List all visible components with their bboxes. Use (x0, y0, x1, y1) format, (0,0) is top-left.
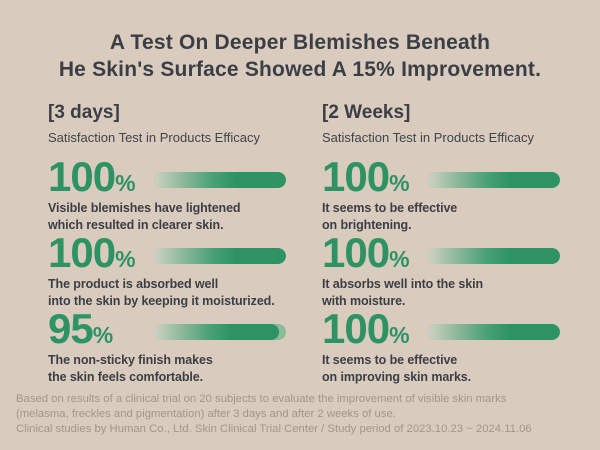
stat-description-line-2: the skin feels comfortable. (48, 370, 203, 384)
column-stats: 100% It seems to be effective on brighte… (322, 156, 576, 386)
title-line-2: He Skin's Surface Showed A 15% Improveme… (58, 58, 542, 81)
stat-header: 100% (48, 232, 302, 277)
stat-unit: % (115, 170, 136, 196)
stat-value: 100% (48, 232, 154, 277)
stat-description-line-2: into the skin by keeping it moisturized. (48, 294, 275, 308)
stat-description: It seems to be effective on improving sk… (322, 352, 576, 386)
stat-description-line-2: which resulted in clearer skin. (48, 218, 224, 232)
stat-progress-bar (428, 248, 560, 264)
stat-row: 100% The product is absorbed well into t… (48, 232, 302, 310)
stat-progress-fill (428, 172, 560, 188)
stat-description-line-1: It seems to be effective (322, 353, 458, 367)
column-subtitle: Satisfaction Test in Products Efficacy (322, 130, 534, 145)
stat-progress-bar (428, 172, 560, 188)
stat-value: 100% (322, 156, 428, 201)
footnote-line-2: (melasma, freckles and pigmentation) aft… (16, 408, 396, 420)
stat-progress-bar (428, 324, 560, 340)
stat-unit: % (115, 246, 136, 272)
stat-row: 100% It absorbs well into the skin with … (322, 232, 576, 310)
stat-row: 100% It seems to be effective on improvi… (322, 308, 576, 386)
stat-description: It seems to be effective on brightening. (322, 200, 576, 234)
stat-number: 100 (322, 153, 390, 200)
stat-description-line-2: on brightening. (322, 218, 412, 232)
stat-number: 95 (48, 305, 94, 352)
footnote-line-3: Clinical studies by Human Co., Ltd. Skin… (16, 423, 532, 435)
stat-number: 100 (48, 229, 116, 276)
stat-value: 100% (322, 308, 428, 353)
stat-description: Visible blemishes have lightened which r… (48, 200, 302, 234)
stat-row: 95% The non-sticky finish makes the skin… (48, 308, 302, 386)
stat-description: The non-sticky finish makes the skin fee… (48, 352, 302, 386)
stat-description-line-1: It absorbs well into the skin (322, 277, 484, 291)
stat-value: 100% (48, 156, 154, 201)
page-title: A Test On Deeper Blemishes Beneath He Sk… (0, 29, 600, 83)
stat-header: 100% (322, 232, 576, 277)
results-columns: [3 days] Satisfaction Test in Products E… (48, 101, 576, 390)
column-period-label: [3 days] (48, 102, 120, 123)
footnote-line-1: Based on results of a clinical trial on … (16, 393, 507, 405)
stat-number: 100 (322, 229, 390, 276)
stat-description-line-1: It seems to be effective (322, 201, 458, 215)
stat-progress-bar (154, 324, 286, 340)
stat-header: 95% (48, 308, 302, 353)
column-subtitle: Satisfaction Test in Products Efficacy (48, 130, 260, 145)
stat-unit: % (92, 322, 114, 348)
stat-progress-fill (428, 248, 560, 264)
stat-progress-fill (428, 324, 560, 340)
stat-number: 100 (48, 153, 116, 200)
stat-description-line-2: on improving skin marks. (322, 370, 472, 384)
stat-header: 100% (322, 156, 576, 201)
stat-row: 100% Visible blemishes have lightened wh… (48, 156, 302, 234)
result-column: [2 Weeks] Satisfaction Test in Products … (322, 101, 576, 390)
stat-description-line-1: The product is absorbed well (48, 277, 219, 291)
stat-description-line-1: Visible blemishes have lightened (48, 201, 241, 215)
stat-value: 100% (322, 232, 428, 277)
stat-description-line-2: with moisture. (322, 294, 406, 308)
stat-progress-bar (154, 172, 286, 188)
stat-header: 100% (48, 156, 302, 201)
footnote: Based on results of a clinical trial on … (16, 392, 590, 437)
stat-unit: % (389, 246, 410, 272)
stat-row: 100% It seems to be effective on brighte… (322, 156, 576, 234)
stat-description: The product is absorbed well into the sk… (48, 276, 302, 310)
stat-progress-fill (154, 172, 286, 188)
stat-description: It absorbs well into the skin with moist… (322, 276, 576, 310)
stat-value: 95% (48, 308, 154, 353)
stat-unit: % (389, 170, 410, 196)
stat-unit: % (389, 322, 410, 348)
column-period-label: [2 Weeks] (322, 102, 411, 123)
column-stats: 100% Visible blemishes have lightened wh… (48, 156, 302, 386)
stat-progress-fill (154, 248, 286, 264)
stat-progress-fill (154, 324, 280, 340)
stat-progress-bar (154, 248, 286, 264)
result-column: [3 days] Satisfaction Test in Products E… (48, 101, 302, 390)
stat-header: 100% (322, 308, 576, 353)
stat-number: 100 (322, 305, 390, 352)
stat-description-line-1: The non-sticky finish makes (48, 353, 213, 367)
title-line-1: A Test On Deeper Blemishes Beneath (109, 31, 491, 54)
